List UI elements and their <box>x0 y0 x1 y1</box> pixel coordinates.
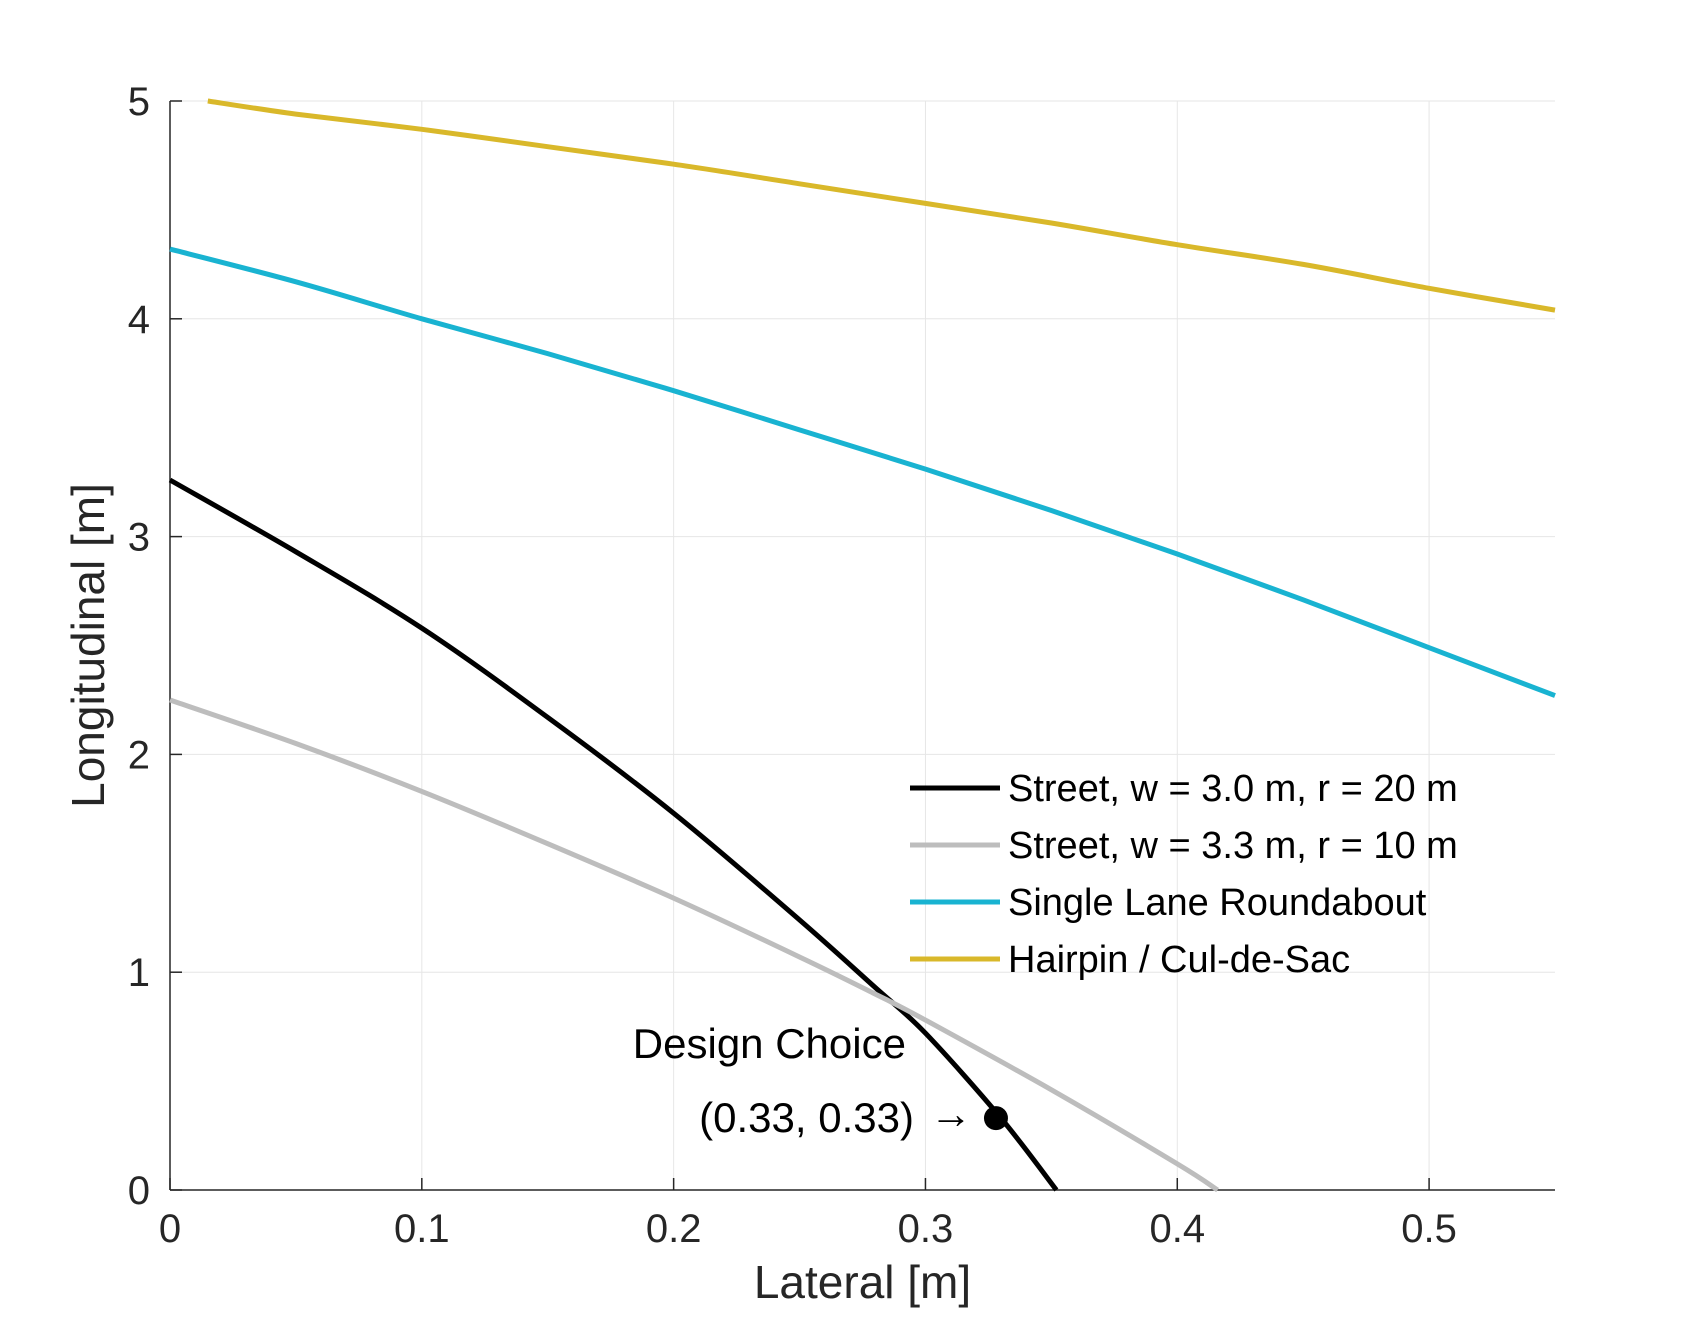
legend-label: Single Lane Roundabout <box>1008 882 1427 924</box>
series-line-street-w-3-0-m-r-20-m <box>168 477 1059 1192</box>
x-tick-label: 0.1 <box>394 1207 450 1251</box>
annotation-coordinates: (0.33, 0.33) <box>699 1094 914 1141</box>
y-tick-label: 3 <box>128 516 150 560</box>
legend-label: Street, w = 3.0 m, r = 20 m <box>1008 768 1458 810</box>
x-tick-label: 0 <box>159 1207 181 1251</box>
series-line-street-w-3-3-m-r-10-m <box>169 697 1219 1193</box>
x-tick-label: 0.2 <box>646 1207 702 1251</box>
design-choice-point <box>983 1106 1008 1131</box>
y-tick-label: 1 <box>128 951 150 995</box>
y-tick-label: 0 <box>128 1169 150 1213</box>
y-axis-ticks: 0 1 2 3 4 5 <box>128 80 182 1213</box>
legend-label: Street, w = 3.3 m, r = 10 m <box>1008 825 1458 867</box>
y-axis-label: Longitudinal [m] <box>62 483 114 808</box>
series-group <box>168 98 1556 1193</box>
series-line-hairpin-cul-de-sac <box>207 98 1556 313</box>
y-tick-label: 2 <box>128 733 150 777</box>
annotation-title: Design Choice <box>633 1020 906 1067</box>
axes <box>169 101 1555 1191</box>
y-tick-label: 4 <box>128 298 150 342</box>
legend: Street, w = 3.0 m, r = 20 m Street, w = 3… <box>910 768 1458 981</box>
legend-label: Hairpin / Cul-de-Sac <box>1008 939 1350 981</box>
x-tick-label: 0.3 <box>898 1207 954 1251</box>
x-axis-ticks: 0 0.1 0.2 0.3 0.4 0.5 <box>159 1178 1457 1251</box>
design-choice-annotation: Design Choice (0.33, 0.33) → <box>633 1020 1008 1141</box>
x-axis-label: Lateral [m] <box>754 1256 971 1308</box>
y-tick-label: 5 <box>128 80 150 124</box>
annotation-arrow-icon: → <box>930 1090 972 1137</box>
x-tick-label: 0.5 <box>1401 1207 1457 1251</box>
x-tick-label: 0.4 <box>1149 1207 1205 1251</box>
series-line-single-lane-roundabout <box>169 246 1556 698</box>
